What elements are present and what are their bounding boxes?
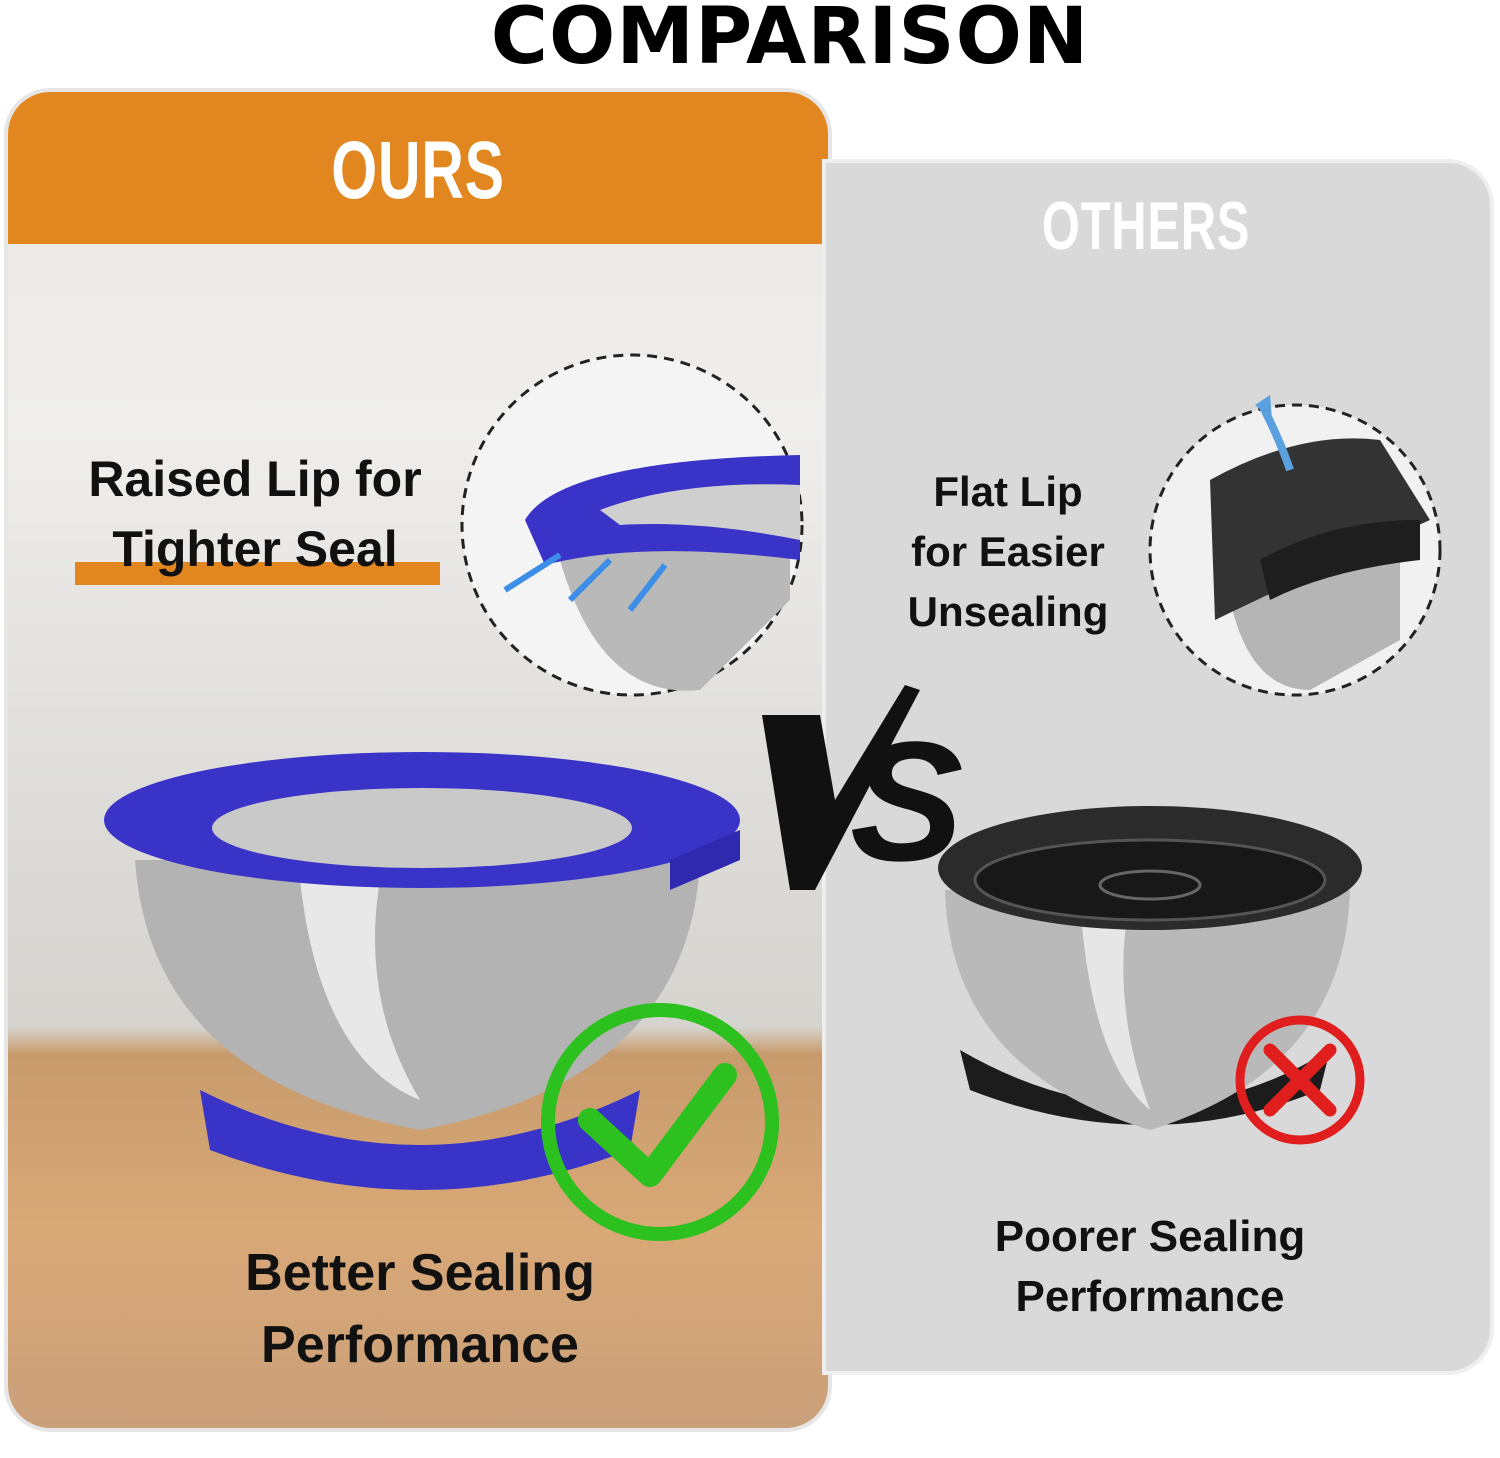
others-panel: OTHERS — [826, 163, 1490, 1371]
ours-lip-closeup — [460, 353, 804, 697]
others-feature-line2: for Easier — [911, 528, 1105, 575]
others-result-line1: Poorer Sealing — [994, 1212, 1306, 1261]
check-icon — [541, 1003, 779, 1241]
vs-mark: S — [762, 685, 963, 897]
others-feature-line1: Flat Lip — [933, 468, 1083, 515]
ours-header-label: OURS — [331, 125, 505, 216]
ours-header: OURS — [8, 92, 828, 244]
others-bowl — [938, 806, 1362, 1130]
feature-underline — [75, 562, 440, 585]
others-feature-line3: Unsealing — [907, 588, 1109, 635]
ours-result-line1: Better Sealing — [245, 1244, 595, 1302]
others-lip-closeup — [1148, 395, 1442, 697]
ours-feature-line2: Tighter Seal — [112, 521, 398, 577]
others-result-line2: Performance — [1015, 1272, 1285, 1321]
page-title: COMPARISON — [490, 0, 1090, 82]
ours-result-line2: Performance — [261, 1316, 579, 1374]
ours-bowl — [104, 752, 740, 1190]
others-header-label: OTHERS — [1041, 188, 1251, 264]
svg-text:S: S — [850, 707, 963, 897]
ours-feature-line1: Raised Lip for — [88, 451, 422, 507]
x-icon — [1235, 1015, 1365, 1145]
